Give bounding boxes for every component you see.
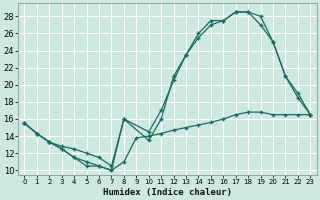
X-axis label: Humidex (Indice chaleur): Humidex (Indice chaleur) xyxy=(103,188,232,197)
